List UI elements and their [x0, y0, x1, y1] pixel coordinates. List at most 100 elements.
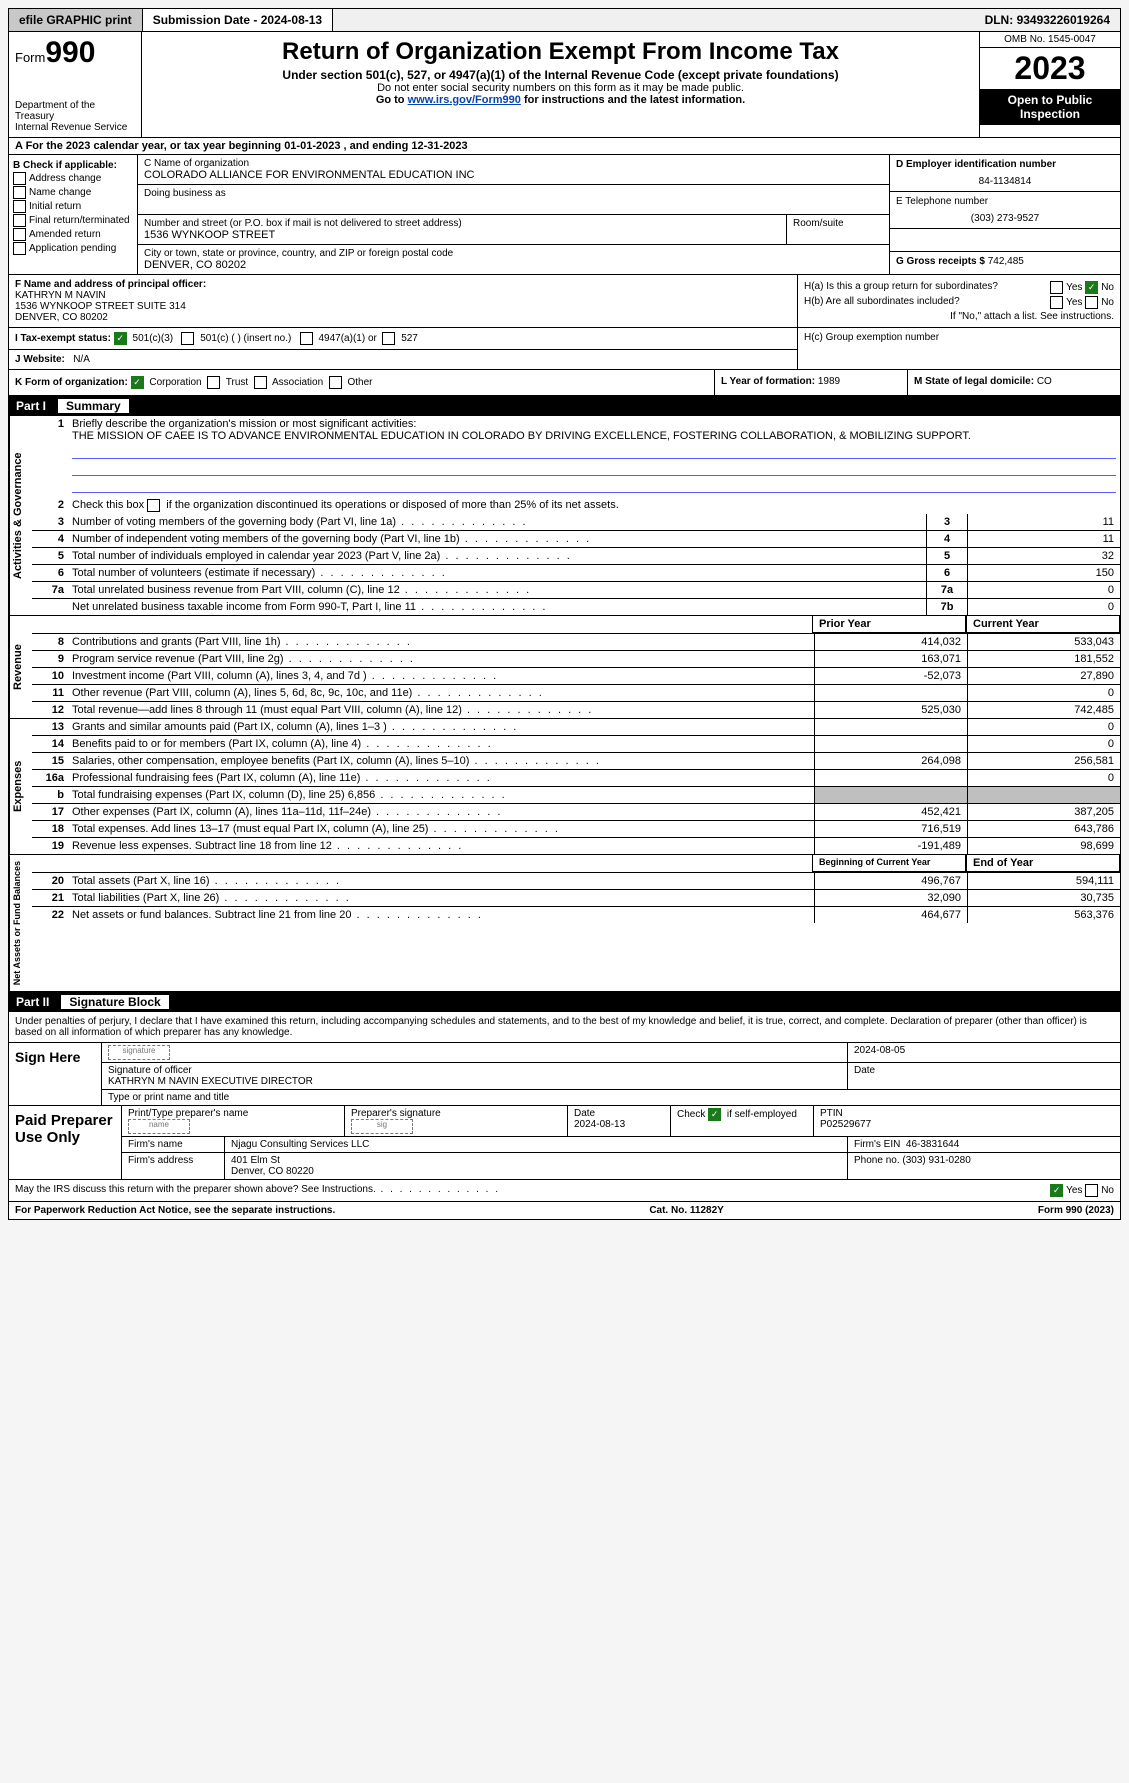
section-h: H(a) Is this a group return for subordin… [798, 275, 1120, 327]
sig-officer-name: KATHRYN M NAVIN EXECUTIVE DIRECTOR [108, 1076, 841, 1087]
submission-label: Submission Date - [153, 13, 261, 27]
blank-row [890, 229, 1120, 252]
row-21: 21 Total liabilities (Part X, line 26) 3… [32, 890, 1120, 907]
chk-pending[interactable]: Application pending [13, 242, 133, 255]
chk-assoc[interactable] [254, 376, 267, 389]
row-15: 15 Salaries, other compensation, employe… [32, 753, 1120, 770]
gov-row-4: 4 Number of independent voting members o… [32, 531, 1120, 548]
part-2-label: Part II [16, 995, 61, 1009]
goto-prefix: Go to [376, 94, 408, 106]
header-right: OMB No. 1545-0047 2023 Open to Public In… [979, 32, 1120, 137]
ptin-label: PTIN [820, 1108, 1114, 1119]
firm-addr1: 401 Elm St [231, 1155, 841, 1166]
chk-527[interactable] [382, 332, 395, 345]
section-f: F Name and address of principal officer:… [9, 275, 798, 327]
section-b: B Check if applicable: Address change Na… [9, 155, 138, 274]
sec-ij-left: I Tax-exempt status: ✓ 501(c)(3) 501(c) … [9, 328, 798, 369]
form-prefix: Form [15, 50, 45, 65]
discuss-text: May the IRS discuss this return with the… [15, 1184, 500, 1197]
row-18: 18 Total expenses. Add lines 13–17 (must… [32, 821, 1120, 838]
ein-value: 84-1134814 [896, 176, 1114, 187]
lbl-name: Name change [29, 187, 91, 198]
opt-527: 527 [401, 333, 418, 344]
discuss-yes-chk[interactable]: ✓ [1050, 1184, 1063, 1197]
submission-date: 2024-08-13 [261, 13, 322, 27]
website-label: J Website: [15, 354, 65, 365]
chk-address[interactable]: Address change [13, 172, 133, 185]
net-table: Beginning of Current Year End of Year 20… [32, 855, 1120, 991]
hb-no-chk[interactable] [1085, 296, 1098, 309]
row-11: 11 Other revenue (Part VIII, column (A),… [32, 685, 1120, 702]
ha-no: No [1101, 282, 1114, 293]
chk-501c3[interactable]: ✓ [114, 332, 127, 345]
sig-date: 2024-08-05 [848, 1043, 1120, 1062]
declaration: Under penalties of perjury, I declare th… [9, 1012, 1120, 1042]
city-row: City or town, state or province, country… [138, 245, 889, 274]
ha-yes-chk[interactable] [1050, 281, 1063, 294]
chk-self-employed[interactable]: ✓ [708, 1108, 721, 1121]
chk-trust[interactable] [207, 376, 220, 389]
efile-graphic-button[interactable]: efile GRAPHIC print [9, 9, 143, 31]
chk-4947[interactable] [300, 332, 313, 345]
subtitle-2: Do not enter social security numbers on … [146, 82, 975, 94]
officer-name: KATHRYN M NAVIN [15, 290, 791, 301]
p-check-label: Check ✓ if self-employed [677, 1109, 797, 1120]
phone-label: Phone no. [854, 1155, 900, 1166]
street-value: 1536 WYNKOOP STREET [144, 229, 275, 241]
dln-box: DLN: 93493226019264 [975, 9, 1120, 31]
chk-name[interactable]: Name change [13, 186, 133, 199]
row-20: 20 Total assets (Part X, line 16) 496,76… [32, 873, 1120, 890]
sec-k-form-org: K Form of organization: ✓ Corporation Tr… [9, 370, 715, 395]
chk-initial[interactable]: Initial return [13, 200, 133, 213]
subtitle-1: Under section 501(c), 527, or 4947(a)(1)… [146, 68, 975, 82]
tax-year: 2023 [980, 48, 1120, 89]
chk-final[interactable]: Final return/terminated [13, 214, 133, 227]
lbl-final: Final return/terminated [29, 215, 130, 226]
chk-corp[interactable]: ✓ [131, 376, 144, 389]
page-footer: For Paperwork Reduction Act Notice, see … [8, 1202, 1121, 1220]
hb-no: No [1101, 297, 1114, 308]
part-1-label: Part I [16, 399, 58, 413]
discuss-no-chk[interactable] [1085, 1184, 1098, 1197]
ha-no-chk[interactable]: ✓ [1085, 281, 1098, 294]
row-b: b Total fundraising expenses (Part IX, c… [32, 787, 1120, 804]
firm-name-label: Firm's name [122, 1137, 225, 1152]
irs-link[interactable]: www.irs.gov/Form990 [408, 94, 521, 106]
chk-discontinued[interactable] [147, 499, 160, 512]
discuss-no: No [1101, 1185, 1114, 1196]
lbl-pending: Application pending [29, 243, 116, 254]
hdr-prior: Prior Year [812, 616, 966, 633]
sec-i: I Tax-exempt status: ✓ 501(c)(3) 501(c) … [9, 328, 797, 350]
chk-other[interactable] [329, 376, 342, 389]
gross-row: G Gross receipts $ 742,485 [890, 252, 1120, 271]
paid-preparer-grid: Paid Preparer Use Only Print/Type prepar… [9, 1105, 1120, 1179]
mission-line-3 [72, 478, 1116, 493]
sign-here-grid: Sign Here signature 2024-08-05 Signature… [9, 1042, 1120, 1105]
omb-number: OMB No. 1545-0047 [980, 32, 1120, 48]
phone-value: (303) 931-0280 [902, 1155, 970, 1166]
row-12: 12 Total revenue—add lines 8 through 11 … [32, 702, 1120, 718]
discuss-yes: Yes [1066, 1185, 1082, 1196]
p-sig-label: Preparer's signature [351, 1108, 561, 1119]
signature-graphic: signature [108, 1045, 170, 1060]
firm-addr-label: Firm's address [122, 1153, 225, 1179]
website-value: N/A [73, 354, 90, 365]
p-date-label: Date [574, 1108, 664, 1119]
city-value: DENVER, CO 80202 [144, 259, 246, 271]
rev-table: b Prior Year Current Year 8 Contribution… [32, 616, 1120, 718]
form-title: Return of Organization Exempt From Incom… [146, 38, 975, 66]
rev-header-row: b Prior Year Current Year [32, 616, 1120, 634]
firm-ein-label: Firm's EIN [854, 1139, 900, 1150]
row-17: 17 Other expenses (Part IX, column (A), … [32, 804, 1120, 821]
domicile-value: CO [1037, 376, 1052, 387]
gov-row-3: 3 Number of voting members of the govern… [32, 514, 1120, 531]
year-formation: 1989 [818, 376, 840, 387]
opt-assoc: Association [272, 377, 323, 388]
chk-amended[interactable]: Amended return [13, 228, 133, 241]
part-2-header: Part II Signature Block [8, 992, 1121, 1012]
chk-501c[interactable] [181, 332, 194, 345]
firm-ein: 46-3831644 [906, 1139, 959, 1150]
ein-label: D Employer identification number [896, 159, 1114, 170]
hb-yes-chk[interactable] [1050, 296, 1063, 309]
gov-table: 1 Briefly describe the organization's mi… [32, 416, 1120, 615]
